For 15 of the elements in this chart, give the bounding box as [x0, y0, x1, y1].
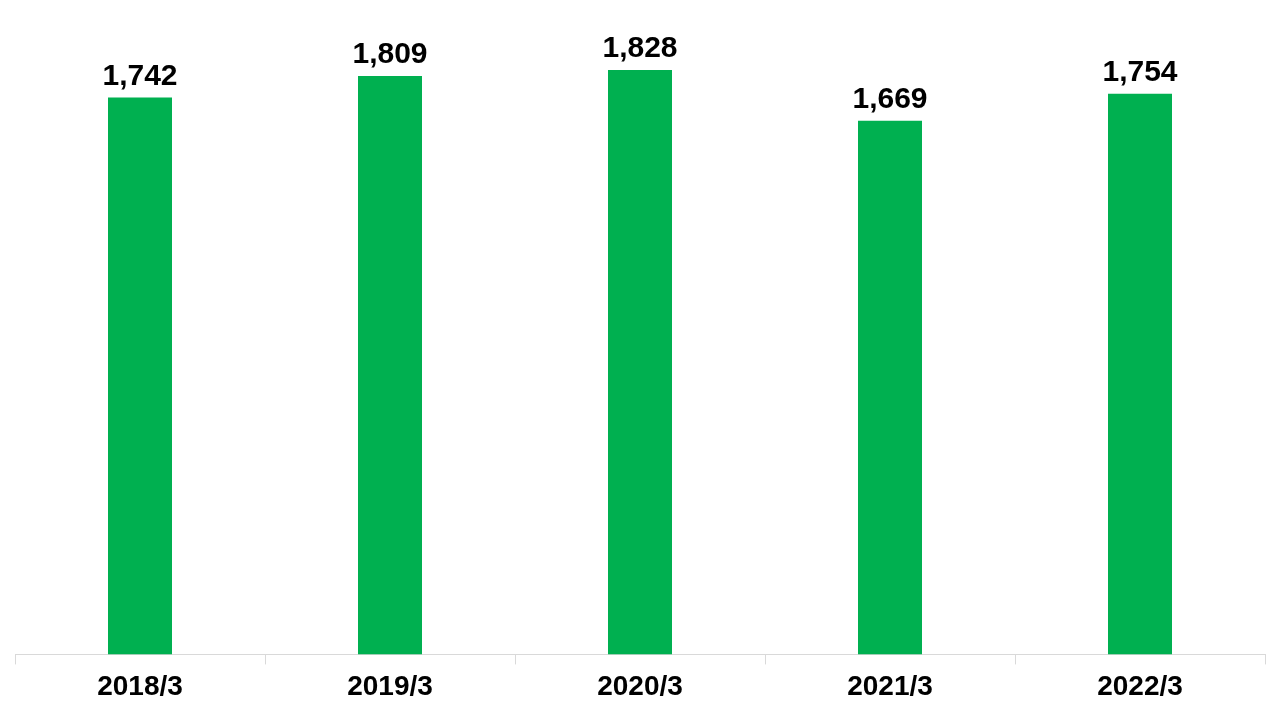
x-tick-label: 2022/3: [1097, 669, 1183, 701]
x-tick-label: 2019/3: [347, 669, 433, 701]
data-label: 1,754: [1102, 53, 1178, 87]
bar: [358, 76, 422, 655]
bar: [108, 97, 172, 655]
bar: [858, 120, 922, 655]
x-tick-label: 2018/3: [97, 669, 183, 701]
data-label: 1,742: [102, 57, 178, 91]
bar: [1108, 93, 1172, 655]
bar: [608, 69, 672, 655]
data-label: 1,809: [352, 36, 428, 70]
x-tick-label: 2021/3: [847, 669, 933, 701]
data-label: 1,828: [602, 30, 678, 64]
data-label: 1,669: [852, 81, 928, 115]
x-tick-label: 2020/3: [597, 669, 683, 701]
